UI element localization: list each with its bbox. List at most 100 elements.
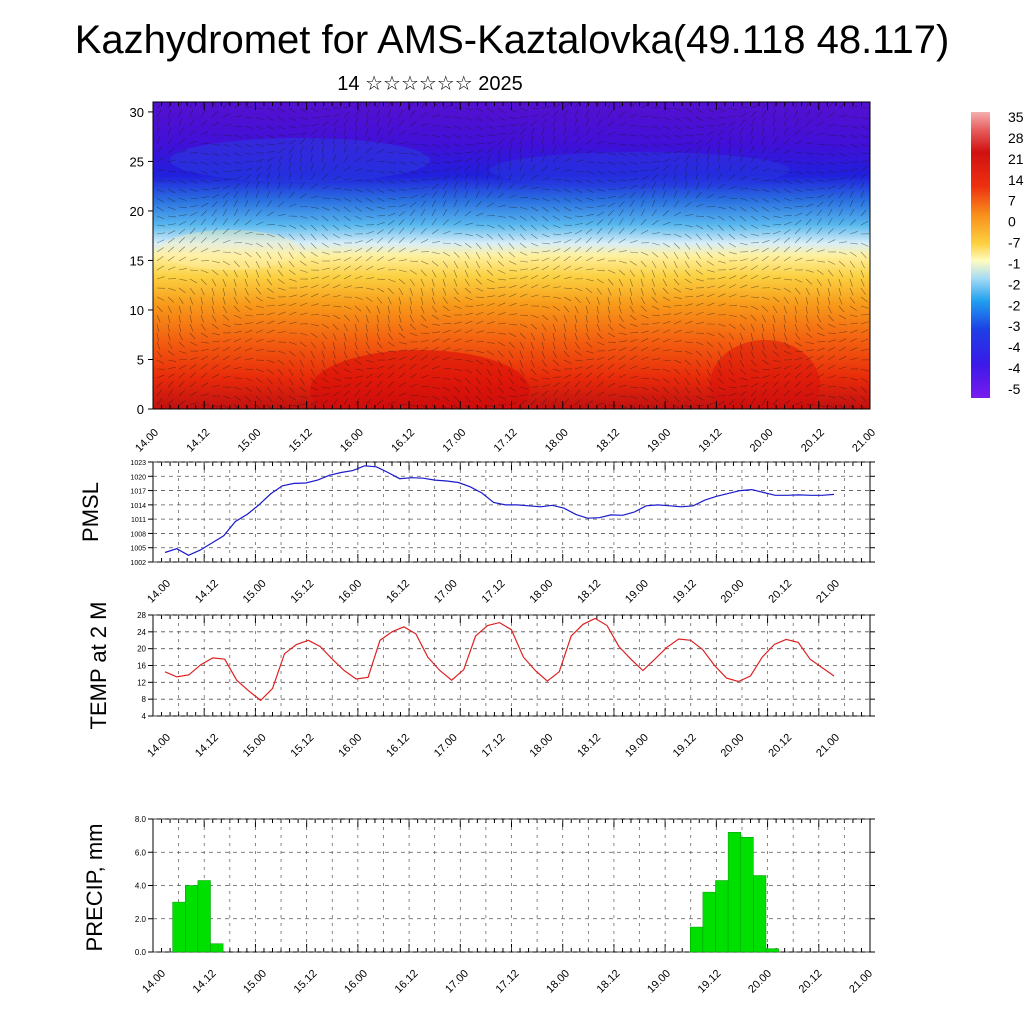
wind-vector bbox=[574, 118, 578, 127]
wind-vector bbox=[475, 395, 482, 402]
section-ytick-label: 25 bbox=[130, 154, 144, 169]
wind-vector bbox=[354, 127, 358, 136]
wind-vector bbox=[178, 314, 181, 323]
wind-vector bbox=[453, 386, 461, 393]
wind-vector bbox=[563, 350, 570, 358]
wind-vector bbox=[662, 320, 671, 325]
wind-vector bbox=[277, 260, 283, 269]
wind-vector bbox=[266, 320, 275, 325]
wind-vector bbox=[266, 312, 275, 316]
wind-vector bbox=[508, 183, 515, 190]
pmsl-xtick-label: 17.00 bbox=[432, 578, 460, 606]
wind-vector bbox=[739, 112, 748, 118]
wind-vector bbox=[794, 219, 802, 226]
wind-vector bbox=[772, 246, 780, 253]
wind-vector bbox=[486, 154, 491, 163]
colorbar-label: -3 bbox=[1008, 318, 1021, 334]
wind-vector bbox=[629, 278, 633, 287]
wind-vector bbox=[288, 294, 297, 298]
wind-vector bbox=[211, 122, 220, 127]
wind-vector bbox=[750, 104, 759, 109]
wind-vector bbox=[211, 238, 219, 244]
wind-vector bbox=[464, 164, 471, 172]
wind-vector bbox=[684, 172, 688, 181]
wind-vector bbox=[750, 188, 759, 191]
wind-vector bbox=[442, 404, 448, 409]
wind-vector bbox=[849, 125, 858, 129]
wind-vector bbox=[596, 314, 600, 323]
wind-vector bbox=[816, 179, 825, 182]
wind-vector bbox=[750, 233, 759, 237]
wind-vector bbox=[519, 323, 528, 328]
wind-vector bbox=[706, 302, 715, 307]
wind-vector bbox=[376, 278, 385, 280]
wind-vector bbox=[739, 266, 748, 271]
wind-vector bbox=[310, 323, 319, 327]
wind-vector bbox=[816, 347, 825, 352]
wind-vector bbox=[354, 215, 363, 220]
wind-vector bbox=[398, 203, 407, 208]
wind-vector bbox=[442, 347, 451, 352]
wind-vector bbox=[849, 190, 854, 199]
wind-vector bbox=[541, 119, 547, 127]
wind-vector bbox=[717, 107, 726, 112]
wind-vector bbox=[684, 331, 693, 334]
wind-vector bbox=[772, 127, 776, 136]
wind-vector bbox=[761, 156, 769, 163]
wind-vector bbox=[453, 404, 459, 409]
wind-vector bbox=[354, 188, 363, 193]
wind-vector bbox=[541, 368, 549, 374]
wind-vector bbox=[200, 110, 206, 118]
wind-vector bbox=[574, 380, 581, 388]
wind-vector bbox=[585, 305, 589, 314]
wind-vector bbox=[354, 296, 363, 300]
wind-vector bbox=[794, 287, 801, 295]
wind-vector bbox=[178, 400, 186, 406]
wind-vector bbox=[684, 278, 692, 284]
wind-vector bbox=[233, 278, 237, 287]
wind-vector bbox=[783, 287, 791, 293]
wind-vector bbox=[442, 125, 451, 129]
wind-vector bbox=[464, 368, 473, 374]
wind-vector bbox=[651, 278, 655, 287]
wind-vector bbox=[244, 143, 253, 148]
wind-vector bbox=[189, 140, 198, 145]
wind-vector bbox=[816, 227, 823, 235]
wind-vector bbox=[299, 193, 307, 199]
wind-vector bbox=[706, 341, 714, 348]
wind-vector bbox=[717, 276, 726, 280]
wind-vector bbox=[794, 151, 803, 154]
wind-vector bbox=[728, 392, 737, 397]
wind-vector bbox=[266, 150, 275, 154]
wind-vector bbox=[728, 304, 737, 307]
wind-vector bbox=[387, 364, 395, 370]
wind-vector bbox=[343, 224, 352, 230]
wind-vector bbox=[596, 341, 605, 346]
wind-vector bbox=[321, 233, 329, 240]
wind-vector bbox=[860, 377, 868, 383]
wind-vector bbox=[860, 305, 869, 309]
pmsl-ylabel: PMSL bbox=[78, 482, 103, 542]
wind-vector bbox=[343, 206, 351, 212]
wind-vector bbox=[431, 152, 440, 157]
wind-vector bbox=[772, 398, 779, 406]
wind-vector bbox=[453, 278, 458, 287]
wind-vector bbox=[475, 224, 485, 226]
wind-vector bbox=[761, 179, 770, 182]
wind-vector bbox=[695, 341, 704, 346]
wind-vector bbox=[376, 222, 385, 226]
wind-vector bbox=[618, 355, 626, 361]
wind-vector bbox=[761, 168, 770, 172]
wind-vector bbox=[464, 312, 473, 316]
precip-bar bbox=[185, 885, 199, 953]
wind-vector bbox=[849, 231, 858, 235]
wind-vector bbox=[343, 305, 352, 310]
wind-vector bbox=[343, 285, 352, 289]
wind-vector bbox=[409, 209, 416, 217]
wind-vector bbox=[365, 206, 374, 211]
wind-vector bbox=[673, 304, 682, 307]
wind-vector bbox=[827, 269, 834, 277]
wind-vector bbox=[662, 377, 670, 384]
wind-vector bbox=[695, 107, 703, 113]
wind-vector bbox=[761, 389, 768, 397]
